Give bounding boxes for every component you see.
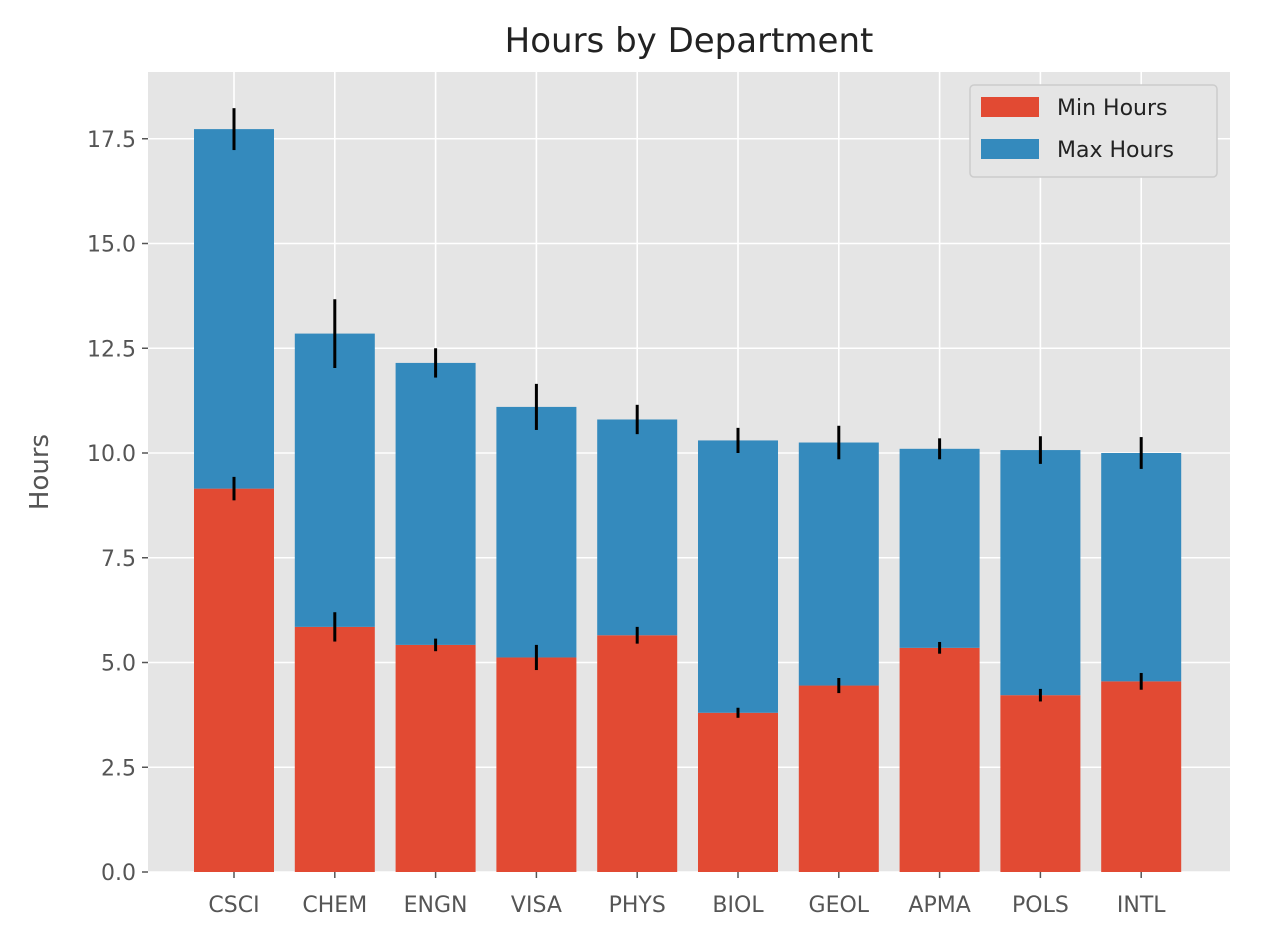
bar-min-hours bbox=[597, 635, 678, 872]
y-tick-label: 15.0 bbox=[87, 233, 136, 258]
bars bbox=[194, 129, 1182, 872]
y-tick-label: 10.0 bbox=[87, 442, 136, 467]
y-tick-label: 17.5 bbox=[87, 128, 136, 153]
legend-label-min-hours: Min Hours bbox=[1057, 96, 1167, 121]
bar-max-hours bbox=[496, 406, 577, 658]
bar-max-hours bbox=[899, 448, 980, 648]
bar-max-hours bbox=[798, 442, 879, 686]
y-tick-label: 7.5 bbox=[101, 547, 136, 572]
bar-max-hours bbox=[395, 362, 476, 645]
y-tick-label: 5.0 bbox=[101, 652, 136, 677]
y-tick-label: 0.0 bbox=[101, 861, 136, 886]
y-tick-label: 12.5 bbox=[87, 337, 136, 362]
bar-max-hours bbox=[1101, 453, 1182, 682]
x-tick-label: POLS bbox=[1012, 893, 1069, 918]
bar-max-hours bbox=[597, 419, 678, 636]
x-tick-label: GEOL bbox=[809, 893, 870, 918]
bar-max-hours bbox=[698, 440, 778, 713]
error-bars bbox=[232, 108, 1143, 718]
x-tick-label: INTL bbox=[1117, 893, 1166, 918]
y-axis-label: Hours bbox=[25, 434, 55, 510]
x-tick-label: BIOL bbox=[712, 893, 764, 918]
y-tick-label: 2.5 bbox=[101, 756, 136, 781]
x-axis-ticks: CSCI CHEM ENGN VISA PHYS BIOL GEOL APMA POLS INTL bbox=[208, 872, 1166, 918]
bar-min-hours bbox=[294, 626, 375, 872]
chart-title: Hours by Department bbox=[505, 21, 874, 61]
legend-label-max-hours: Max Hours bbox=[1057, 138, 1174, 163]
bar-max-hours bbox=[294, 333, 375, 627]
x-tick-label: CHEM bbox=[302, 893, 367, 918]
bar-min-hours bbox=[798, 685, 879, 872]
legend-swatch-max-hours bbox=[981, 139, 1039, 159]
bar-max-hours bbox=[194, 129, 274, 489]
x-tick-label: VISA bbox=[511, 893, 562, 918]
bar-min-hours bbox=[395, 644, 476, 872]
bar-min-hours bbox=[1101, 681, 1182, 872]
legend-swatch-min-hours bbox=[981, 97, 1039, 117]
bar-min-hours bbox=[698, 712, 778, 872]
bar-min-hours bbox=[1000, 695, 1081, 872]
x-tick-label: ENGN bbox=[404, 893, 468, 918]
bar-min-hours bbox=[194, 488, 274, 872]
bar-min-hours bbox=[899, 647, 980, 872]
bar-min-hours bbox=[496, 657, 577, 872]
x-tick-label: PHYS bbox=[609, 893, 666, 918]
bar-max-hours bbox=[1000, 450, 1081, 696]
x-tick-label: APMA bbox=[908, 893, 970, 918]
y-axis-ticks: 0.0 2.5 5.0 7.5 10.0 12.5 15.0 17.5 bbox=[87, 128, 148, 886]
legend: Min Hours Max Hours bbox=[969, 84, 1218, 178]
x-tick-label: CSCI bbox=[208, 893, 259, 918]
